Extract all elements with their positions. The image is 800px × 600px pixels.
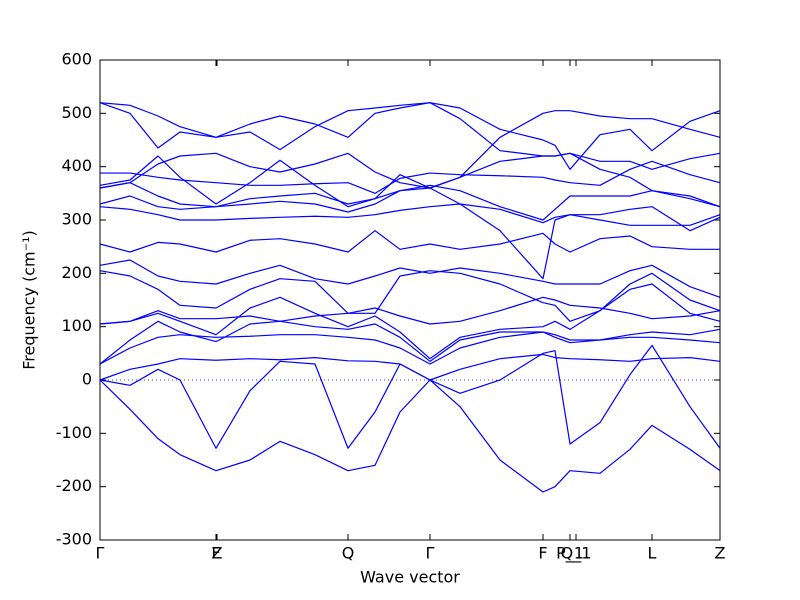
y-tick-label: 0	[82, 370, 92, 389]
y-axis-label: Frequency (cm⁻¹)	[20, 230, 39, 369]
y-tick-label: 100	[61, 316, 92, 335]
band-line	[99, 102, 721, 170]
band-line	[99, 230, 720, 253]
plot-frame	[99, 59, 721, 541]
y-tick-label: 200	[61, 263, 92, 282]
y-tick-label: -300	[56, 530, 92, 549]
y-tick-label: 500	[61, 103, 92, 122]
band-line	[99, 283, 721, 360]
band-line	[99, 182, 721, 221]
x-tick-label: F	[211, 544, 220, 563]
band-line	[100, 160, 721, 194]
band-line	[99, 102, 721, 170]
band-line	[99, 296, 721, 325]
y-tick-label: 400	[61, 156, 92, 175]
band-line	[99, 320, 721, 365]
x-tick-label: Γ	[426, 544, 435, 563]
x-axis-label: Wave vector	[360, 568, 460, 587]
x-tick-label: Z	[715, 544, 726, 563]
x-tick-label: Γ	[96, 544, 105, 563]
x-tick-label: Z	[212, 544, 223, 563]
band-line	[99, 353, 721, 381]
x-tick-label: F	[538, 544, 547, 563]
band-line	[99, 379, 721, 493]
x-tick-label: Q	[342, 544, 355, 563]
x-tick-label: L	[648, 544, 657, 563]
band-line	[99, 203, 721, 232]
x-tick-label: P_1	[556, 544, 584, 564]
y-tick-label: 600	[61, 50, 92, 69]
band-line	[99, 259, 721, 298]
y-tick-label: 300	[61, 210, 92, 229]
band-line	[99, 270, 721, 322]
x-tick-label: Q_1	[561, 544, 592, 564]
band-line	[99, 187, 721, 280]
band-line	[99, 331, 721, 365]
band-line	[99, 110, 721, 189]
y-tick-label: -200	[56, 476, 92, 495]
band-line	[99, 152, 721, 208]
y-tick-label: -100	[56, 423, 92, 442]
